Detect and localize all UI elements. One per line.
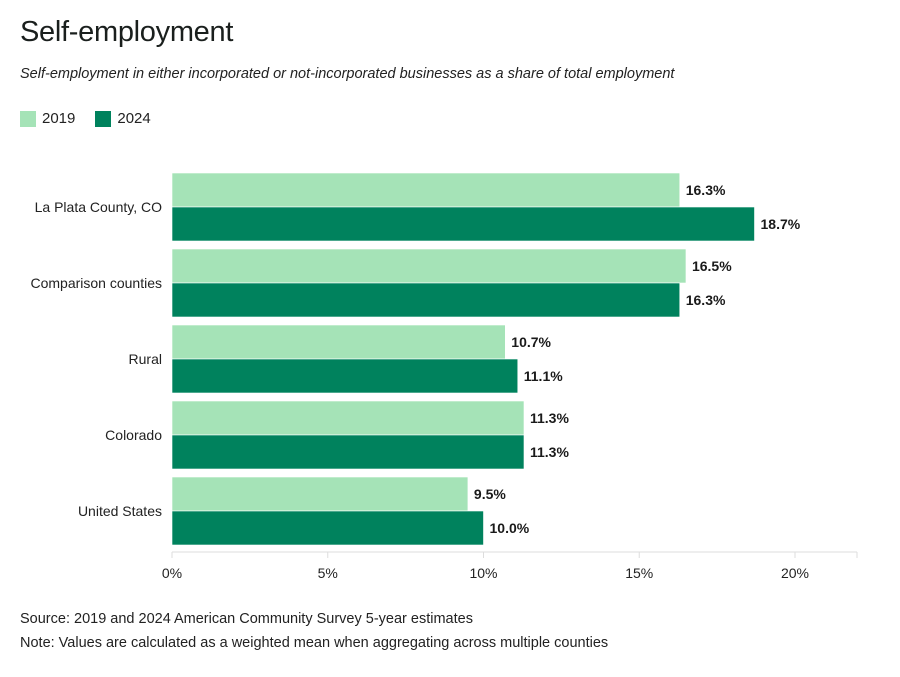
bar-2024-united-states [171, 510, 484, 546]
x-tick-label: 10% [469, 565, 497, 581]
legend-swatch-2019 [20, 110, 36, 127]
x-tick-label: 0% [162, 565, 182, 581]
bar-2024-la-plata-county-co [171, 206, 755, 242]
legend-swatch-2024 [95, 110, 112, 127]
bar-2019-rural [171, 324, 506, 360]
legend-label-2024: 2024 [117, 110, 151, 127]
legend-label-2019: 2019 [42, 110, 76, 127]
chart-title: Self-employment [20, 16, 234, 48]
bar-2024-rural [171, 358, 519, 394]
bar-2024-colorado [171, 434, 525, 470]
legend: 2019 2024 [20, 110, 171, 127]
methodology-note: Note: Values are calculated as a weighte… [20, 635, 609, 651]
chart-subtitle: Self-employment in either incorporated o… [20, 66, 675, 82]
x-tick-label: 5% [318, 565, 338, 581]
data-label-2019-comparison-counties: 16.5% [692, 258, 732, 274]
category-label-rural: Rural [129, 351, 162, 367]
bar-2019-colorado [171, 400, 525, 436]
data-label-2024-united-states: 10.0% [490, 520, 530, 536]
data-label-2024-rural: 11.1% [524, 368, 563, 384]
data-label-2024-colorado: 11.3% [530, 444, 569, 460]
bar-chart: 0% 5% 10% 15% 20% La Plata County, CO 16.3% 18.… [30, 172, 858, 581]
category-label-comparison-counties: Comparison counties [30, 275, 162, 291]
x-tick-label: 20% [781, 565, 809, 581]
data-label-2019-rural: 10.7% [511, 334, 551, 350]
bar-2019-la-plata-county-co [171, 172, 681, 208]
bar-2019-comparison-counties [171, 248, 687, 284]
data-label-2024-comparison-counties: 16.3% [686, 292, 726, 308]
bar-2019-united-states [171, 476, 469, 512]
category-label-united-states: United States [78, 503, 162, 519]
category-label-colorado: Colorado [105, 427, 162, 443]
category-label-la-plata-county-co: La Plata County, CO [35, 199, 162, 215]
legend-item-2024: 2024 [95, 110, 151, 127]
bar-2024-comparison-counties [171, 282, 681, 318]
legend-item-2019: 2019 [20, 110, 75, 127]
data-label-2019-united-states: 9.5% [474, 486, 506, 502]
source-note: Source: 2019 and 2024 American Community… [20, 611, 473, 627]
data-label-2024-la-plata-county-co: 18.7% [761, 216, 801, 232]
data-label-2019-la-plata-county-co: 16.3% [686, 182, 726, 198]
data-label-2019-colorado: 11.3% [530, 410, 569, 426]
x-tick-label: 15% [625, 565, 653, 581]
